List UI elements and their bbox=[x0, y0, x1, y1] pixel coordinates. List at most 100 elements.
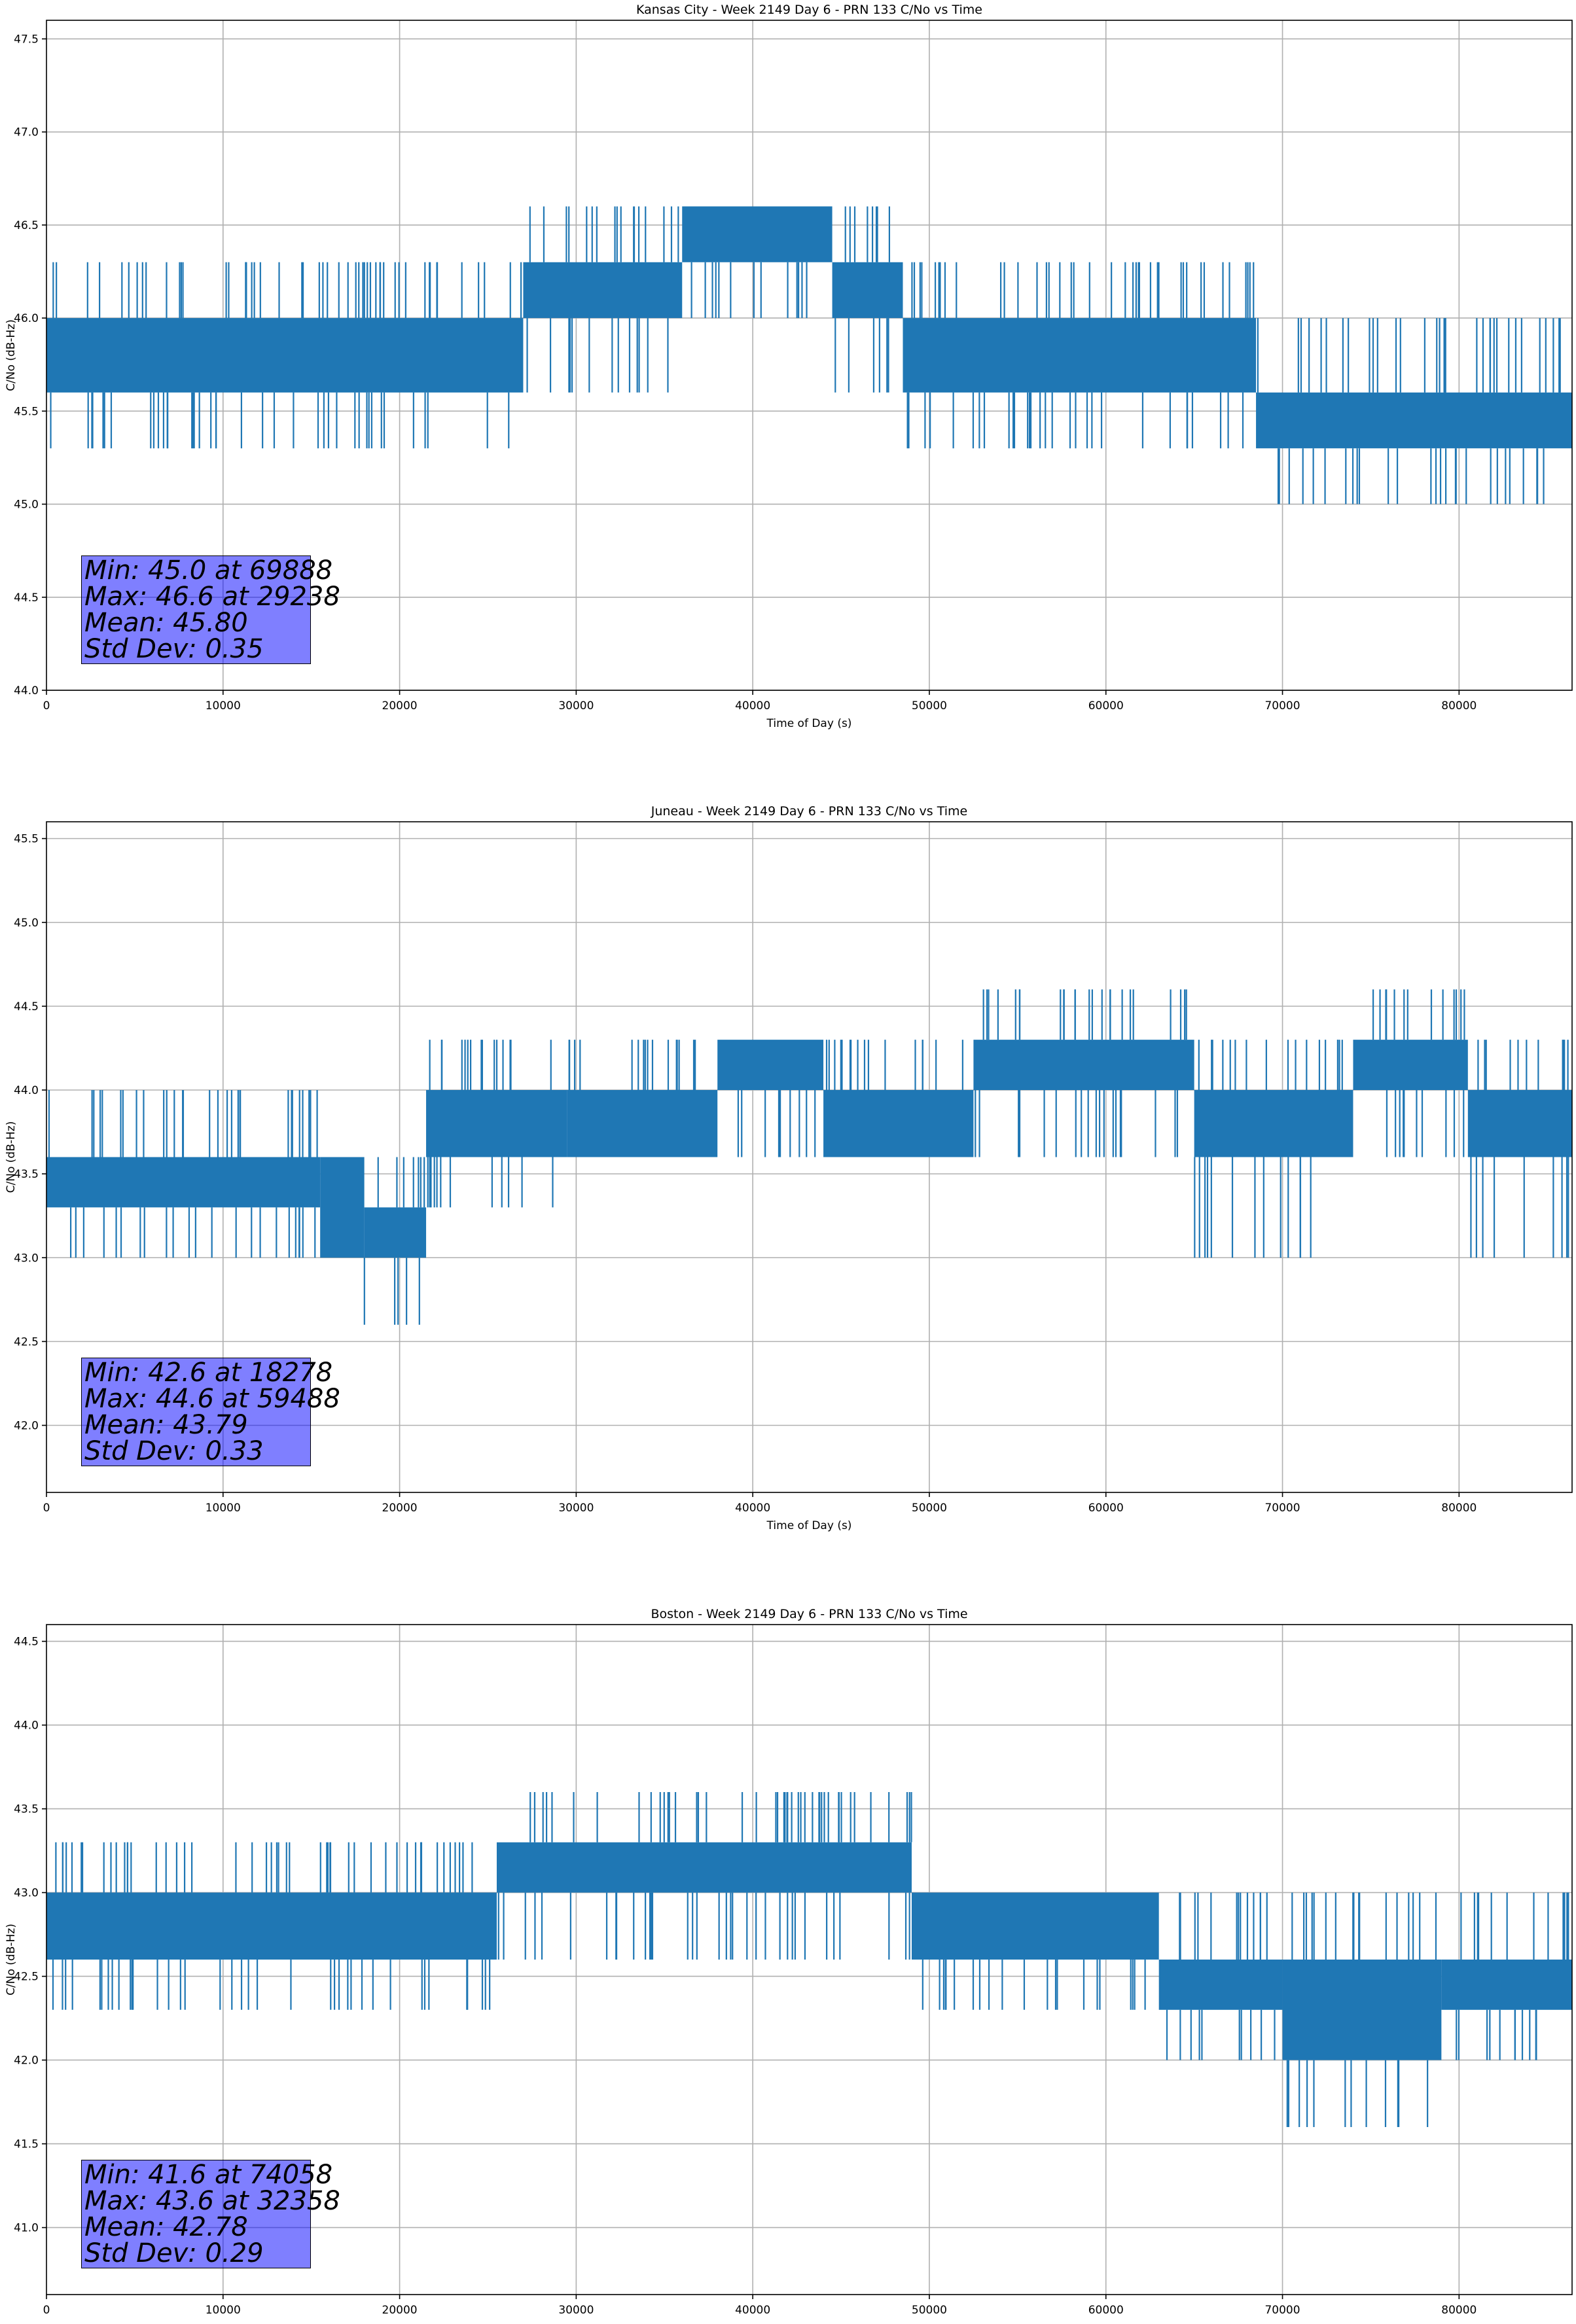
y-tick-label: 42.5 bbox=[14, 1971, 39, 1984]
data-band bbox=[1441, 1960, 1572, 2010]
y-tick-label: 42.5 bbox=[14, 1335, 39, 1348]
data-band bbox=[523, 262, 683, 319]
x-tick-label: 50000 bbox=[912, 699, 947, 713]
data-band bbox=[320, 1157, 365, 1258]
x-tick-label: 0 bbox=[43, 699, 50, 713]
stats-min: Min: 42.6 at 18278 bbox=[84, 1358, 333, 1388]
data-band bbox=[46, 1892, 497, 1960]
chart-panel-2: 0 10000 20000 30000 40000 50000 60000 70000 8000… bbox=[5, 1607, 1573, 2324]
data-series bbox=[46, 989, 1572, 1325]
data-band bbox=[832, 262, 903, 319]
x-tick-label: 30000 bbox=[558, 699, 594, 713]
data-band bbox=[1467, 1090, 1572, 1157]
stats-mean: Mean: 43.79 bbox=[84, 1410, 248, 1440]
y-tick-label: 44.0 bbox=[14, 684, 39, 697]
x-tick-label: 60000 bbox=[1088, 2304, 1124, 2317]
data-band bbox=[496, 1842, 912, 1893]
x-tick-label: 20000 bbox=[382, 1502, 418, 1515]
data-band bbox=[682, 206, 833, 262]
data-band bbox=[46, 318, 524, 393]
data-band bbox=[1256, 392, 1572, 449]
data-band bbox=[46, 1157, 321, 1208]
y-tick-label: 47.5 bbox=[14, 33, 39, 46]
y-tick-label: 42.0 bbox=[14, 1420, 39, 1433]
chart-title: Boston - Week 2149 Day 6 - PRN 133 C/No … bbox=[651, 1607, 967, 1621]
data-band bbox=[1158, 1960, 1283, 2010]
x-tick-label: 30000 bbox=[558, 1502, 594, 1515]
stats-min: Min: 41.6 at 74058 bbox=[84, 2160, 333, 2190]
chart-title: Juneau - Week 2149 Day 6 - PRN 133 C/No … bbox=[651, 804, 968, 819]
x-tick-label: 40000 bbox=[735, 2304, 770, 2317]
x-tick-label: 20000 bbox=[382, 699, 418, 713]
x-tick-label: 70000 bbox=[1264, 1502, 1300, 1515]
stats-max: Max: 44.6 at 59488 bbox=[84, 1384, 340, 1414]
stats-std: Std Dev: 0.29 bbox=[84, 2238, 264, 2268]
axes-frame bbox=[46, 1624, 1573, 2295]
x-tick-label: 20000 bbox=[382, 2304, 418, 2317]
x-tick-label: 10000 bbox=[206, 699, 241, 713]
x-tick-label: 40000 bbox=[735, 699, 770, 713]
stats-mean: Mean: 45.80 bbox=[84, 608, 248, 638]
stats-std: Std Dev: 0.33 bbox=[84, 1436, 264, 1466]
y-tick-label: 41.5 bbox=[14, 2138, 39, 2151]
y-tick-label: 44.0 bbox=[14, 1084, 39, 1097]
x-tick-label: 60000 bbox=[1088, 1502, 1124, 1515]
stats-max: Max: 43.6 at 32358 bbox=[84, 2186, 340, 2216]
y-tick-label: 45.5 bbox=[14, 405, 39, 418]
y-axis-label: C/No (dB-Hz) bbox=[5, 1924, 18, 1996]
y-tick-label: 43.5 bbox=[14, 1168, 39, 1181]
data-band bbox=[1282, 1960, 1442, 2060]
x-axis-label: Time of Day (s) bbox=[766, 1519, 852, 1532]
x-tick-label: 0 bbox=[43, 2304, 50, 2317]
y-tick-label: 45.5 bbox=[14, 833, 39, 846]
y-tick-label: 44.5 bbox=[14, 1636, 39, 1649]
y-tick-label: 43.0 bbox=[14, 1252, 39, 1265]
stats-max: Max: 46.6 at 29238 bbox=[84, 582, 340, 612]
x-tick-label: 50000 bbox=[912, 2304, 947, 2317]
x-tick-label: 80000 bbox=[1441, 2304, 1477, 2317]
y-axis-label: C/No (dB-Hz) bbox=[5, 1121, 18, 1193]
data-band bbox=[426, 1090, 567, 1157]
stats-box: Min: 42.6 at 18278 Max: 44.6 at 59488 Mean… bbox=[81, 1358, 340, 1466]
chart-title: Kansas City - Week 2149 Day 6 - PRN 133 … bbox=[636, 3, 982, 17]
y-tick-label: 44.0 bbox=[14, 1719, 39, 1733]
x-tick-label: 10000 bbox=[206, 2304, 241, 2317]
data-band bbox=[973, 1040, 1194, 1090]
stats-mean: Mean: 42.78 bbox=[84, 2212, 248, 2242]
data-band bbox=[911, 1892, 1159, 1960]
chart-panel-0: 0 10000 20000 30000 40000 50000 60000 70000 8000… bbox=[5, 3, 1573, 730]
y-tick-label: 44.5 bbox=[14, 591, 39, 605]
y-tick-label: 45.0 bbox=[14, 917, 39, 930]
x-axis-label: Time of Day (s) bbox=[766, 717, 852, 730]
y-tick-label: 44.5 bbox=[14, 1000, 39, 1013]
stats-min: Min: 45.0 at 69888 bbox=[84, 555, 333, 586]
stats-box: Min: 45.0 at 69888 Max: 46.6 at 29238 Mean… bbox=[81, 555, 340, 664]
data-series bbox=[46, 1792, 1572, 2127]
axes-frame bbox=[46, 821, 1573, 1493]
axes-frame bbox=[46, 20, 1573, 691]
x-tick-label: 50000 bbox=[912, 1502, 947, 1515]
stats-box: Min: 41.6 at 74058 Max: 43.6 at 32358 Mean… bbox=[81, 2160, 340, 2268]
data-band bbox=[364, 1207, 427, 1258]
data-band bbox=[1353, 1040, 1468, 1090]
data-band bbox=[903, 318, 1257, 393]
data-band bbox=[717, 1040, 824, 1090]
x-tick-label: 60000 bbox=[1088, 699, 1124, 713]
y-tick-label: 46.0 bbox=[14, 312, 39, 325]
stats-std: Std Dev: 0.35 bbox=[84, 634, 264, 664]
y-tick-label: 43.0 bbox=[14, 1887, 39, 1900]
data-series bbox=[46, 206, 1572, 504]
x-tick-label: 70000 bbox=[1264, 2304, 1300, 2317]
x-tick-label: 40000 bbox=[735, 1502, 770, 1515]
y-tick-label: 41.0 bbox=[14, 2222, 39, 2235]
x-tick-label: 80000 bbox=[1441, 699, 1477, 713]
data-band bbox=[823, 1090, 974, 1157]
y-tick-label: 47.0 bbox=[14, 126, 39, 139]
x-tick-label: 0 bbox=[43, 1502, 50, 1515]
x-tick-label: 10000 bbox=[206, 1502, 241, 1515]
data-band bbox=[1194, 1090, 1353, 1157]
x-tick-label: 70000 bbox=[1264, 699, 1300, 713]
y-tick-label: 46.5 bbox=[14, 219, 39, 232]
